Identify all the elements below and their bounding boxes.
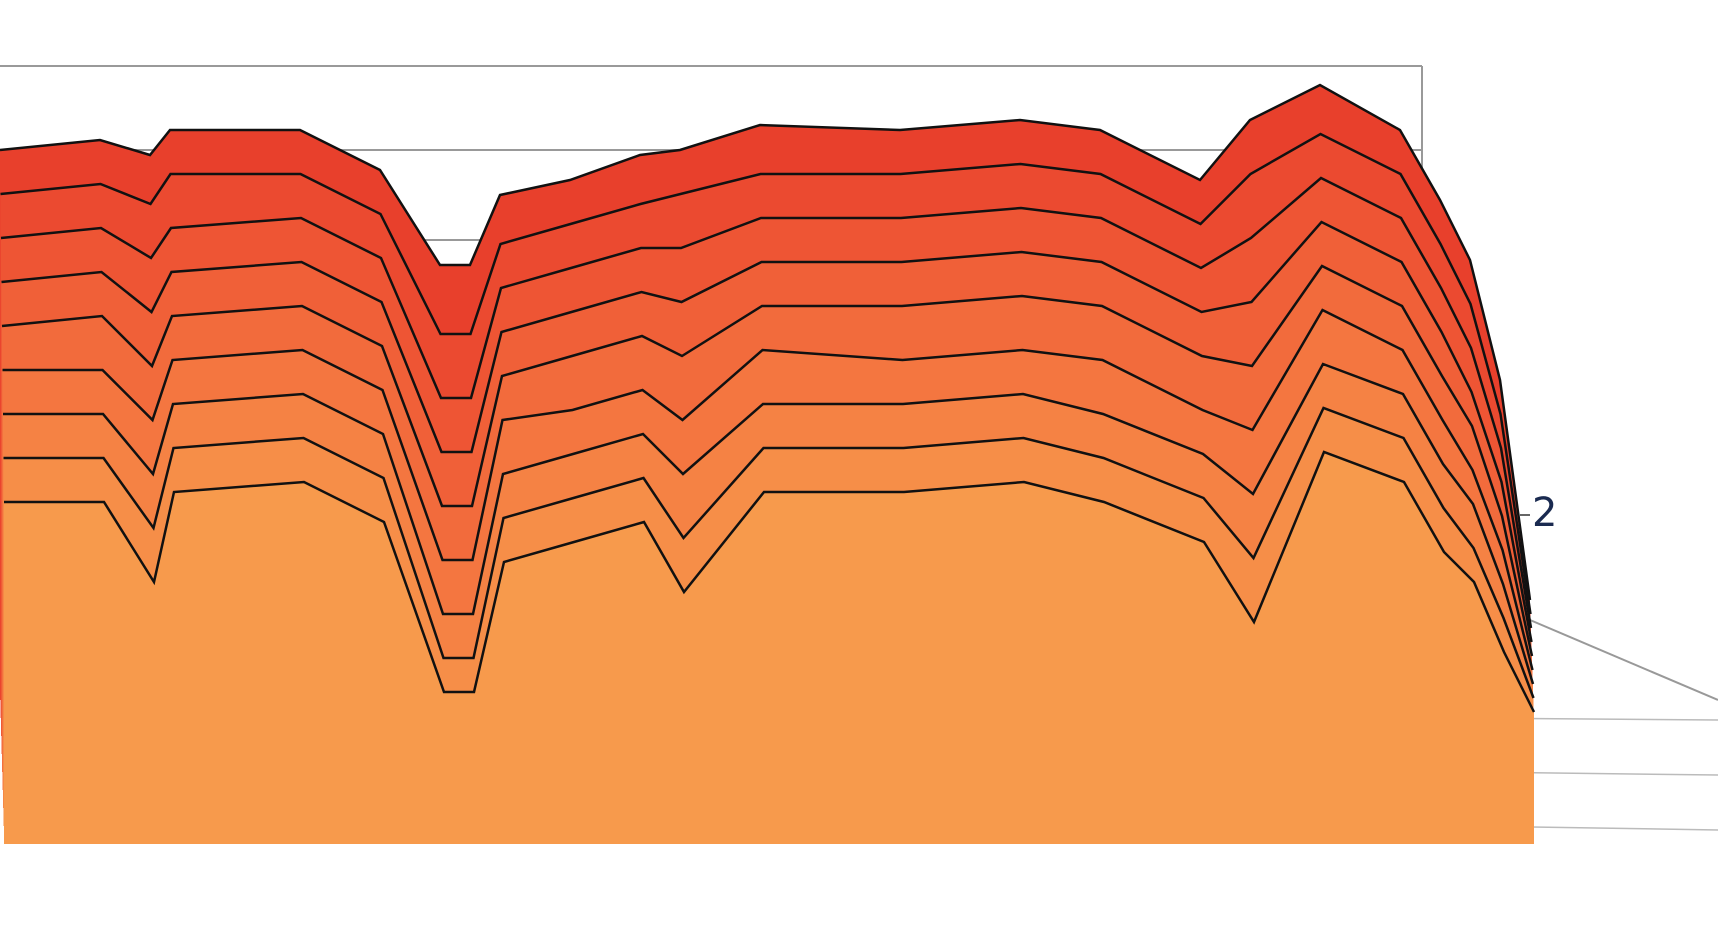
slice-line — [0, 132, 1532, 615]
slice-line — [3, 362, 1535, 685]
z-tick-label: 2 — [1532, 490, 1557, 536]
slice-line — [0, 83, 1532, 601]
slice-line — [1, 220, 1533, 643]
slice-line — [0, 176, 1533, 629]
slice-line — [3, 406, 1535, 699]
slice-line — [4, 450, 1536, 713]
slice-line — [1, 264, 1534, 657]
slice-fill — [4, 452, 1534, 844]
slice-line — [2, 308, 1534, 671]
